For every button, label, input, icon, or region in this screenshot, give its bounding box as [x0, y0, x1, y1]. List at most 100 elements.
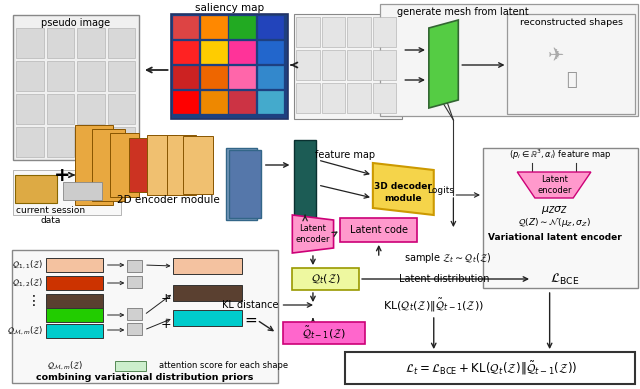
Text: $\mathcal{Q}_{\mathcal{M},m}(\mathcal{Z})$: $\mathcal{Q}_{\mathcal{M},m}(\mathcal{Z}… — [6, 325, 43, 337]
Bar — [77, 61, 105, 91]
Bar — [296, 50, 320, 80]
Text: Latent code: Latent code — [349, 225, 408, 235]
Bar — [296, 17, 320, 47]
Bar — [108, 94, 135, 124]
Bar — [46, 258, 103, 272]
Bar — [108, 28, 135, 58]
Text: $\mathcal{Q}_{1,1}(\mathcal{Z})$: $\mathcal{Q}_{1,1}(\mathcal{Z})$ — [12, 259, 43, 271]
Bar — [92, 129, 125, 201]
Bar — [258, 91, 284, 114]
Bar — [46, 308, 103, 322]
Text: =: = — [244, 312, 257, 328]
Text: $\tilde{\mathcal{Q}}_{t-1}(\mathcal{Z})$: $\tilde{\mathcal{Q}}_{t-1}(\mathcal{Z})$ — [301, 325, 346, 342]
Bar — [13, 170, 122, 215]
Bar — [129, 138, 155, 192]
Bar — [15, 175, 56, 203]
Text: Latent distribution: Latent distribution — [399, 274, 490, 284]
Bar — [46, 324, 103, 338]
Text: KL distance: KL distance — [222, 300, 278, 310]
Bar — [258, 41, 284, 64]
Bar — [348, 17, 371, 47]
Bar — [225, 148, 257, 220]
Bar — [201, 41, 227, 64]
Text: sample $\mathcal{Z}_t \sim \mathcal{Q}_t(\mathcal{Z})$: sample $\mathcal{Z}_t \sim \mathcal{Q}_t… — [404, 251, 492, 265]
Bar — [12, 250, 278, 383]
Bar — [173, 66, 199, 89]
Polygon shape — [429, 20, 458, 108]
Text: module: module — [385, 193, 422, 203]
Bar — [230, 150, 261, 218]
Text: +: + — [160, 319, 171, 331]
Text: $\mathcal{Q}_{1,2}(\mathcal{Z})$: $\mathcal{Q}_{1,2}(\mathcal{Z})$ — [12, 277, 43, 289]
Bar — [258, 66, 284, 89]
Text: +: + — [54, 165, 71, 184]
Bar — [348, 83, 371, 113]
Bar — [230, 91, 256, 114]
Bar — [322, 17, 346, 47]
Text: 2D encoder module: 2D encoder module — [117, 195, 220, 205]
Text: $\mathcal{L}_{\mathrm{BCE}}$: $\mathcal{L}_{\mathrm{BCE}}$ — [550, 272, 579, 287]
Text: Variational latent encoder: Variational latent encoder — [488, 233, 621, 242]
Text: $\mathcal{Q}(Z) \sim \mathcal{N}(\mu_Z, \sigma_Z)$: $\mathcal{Q}(Z) \sim \mathcal{N}(\mu_Z, … — [518, 216, 591, 228]
Text: attention score for each shape: attention score for each shape — [159, 361, 288, 370]
Bar — [483, 148, 638, 288]
Bar — [201, 66, 227, 89]
Text: $\mathcal{L}_t = \mathcal{L}_{\mathrm{BCE}} + \mathrm{KL}(\mathcal{Q}_t(\mathcal: $\mathcal{L}_t = \mathcal{L}_{\mathrm{BC… — [404, 359, 577, 377]
Bar — [348, 50, 371, 80]
Bar — [127, 276, 142, 288]
Bar — [170, 14, 289, 119]
Bar — [166, 135, 196, 195]
Bar — [173, 310, 242, 326]
Bar — [127, 260, 142, 272]
Text: reconstructed shapes: reconstructed shapes — [520, 18, 623, 26]
Text: current session: current session — [16, 205, 85, 214]
Bar — [380, 4, 638, 116]
Bar — [230, 41, 256, 64]
Bar — [46, 294, 103, 308]
Bar — [173, 41, 199, 64]
Bar — [373, 50, 396, 80]
Text: 🐗: 🐗 — [566, 71, 577, 89]
Bar — [17, 127, 44, 157]
Bar — [373, 17, 396, 47]
Text: ⋮: ⋮ — [27, 294, 41, 308]
Bar — [183, 136, 212, 194]
Text: Latent
encoder: Latent encoder — [538, 175, 572, 195]
Bar — [115, 361, 146, 371]
Bar — [173, 16, 199, 39]
Text: $\mu_Z\sigma_Z$: $\mu_Z\sigma_Z$ — [541, 204, 568, 216]
Text: $(p_i \in \mathbb{R}^3, \alpha_i)$ feature map: $(p_i \in \mathbb{R}^3, \alpha_i)$ featu… — [509, 148, 612, 162]
Bar — [63, 182, 102, 200]
Bar — [322, 83, 346, 113]
Bar — [109, 133, 139, 197]
Bar — [77, 94, 105, 124]
Bar — [47, 94, 74, 124]
Bar — [201, 16, 227, 39]
Text: combining variational distribution priors: combining variational distribution prior… — [36, 373, 253, 382]
Bar — [340, 218, 417, 242]
Bar — [508, 14, 635, 114]
Bar — [322, 50, 346, 80]
Text: $\mathrm{KL}(\mathcal{Q}_t(\mathcal{Z})\|\tilde{\mathcal{Q}}_{t-1}(\mathcal{Z})): $\mathrm{KL}(\mathcal{Q}_t(\mathcal{Z})\… — [383, 296, 484, 314]
Bar — [173, 285, 242, 301]
Bar — [127, 308, 142, 320]
Bar — [77, 28, 105, 58]
Text: saliency map: saliency map — [195, 3, 264, 13]
Bar — [127, 323, 142, 335]
Bar — [373, 83, 396, 113]
Text: Logits: Logits — [427, 186, 454, 194]
Bar — [13, 15, 139, 160]
Bar — [47, 127, 74, 157]
Bar — [282, 322, 365, 344]
Text: data: data — [40, 216, 61, 224]
Text: +: + — [160, 293, 171, 305]
Bar — [17, 61, 44, 91]
Text: ✈: ✈ — [548, 46, 564, 65]
Bar — [294, 140, 316, 218]
Bar — [47, 28, 74, 58]
Bar — [147, 135, 177, 195]
Bar — [108, 127, 135, 157]
Bar — [346, 352, 635, 384]
Polygon shape — [373, 163, 434, 215]
Bar — [173, 258, 242, 274]
